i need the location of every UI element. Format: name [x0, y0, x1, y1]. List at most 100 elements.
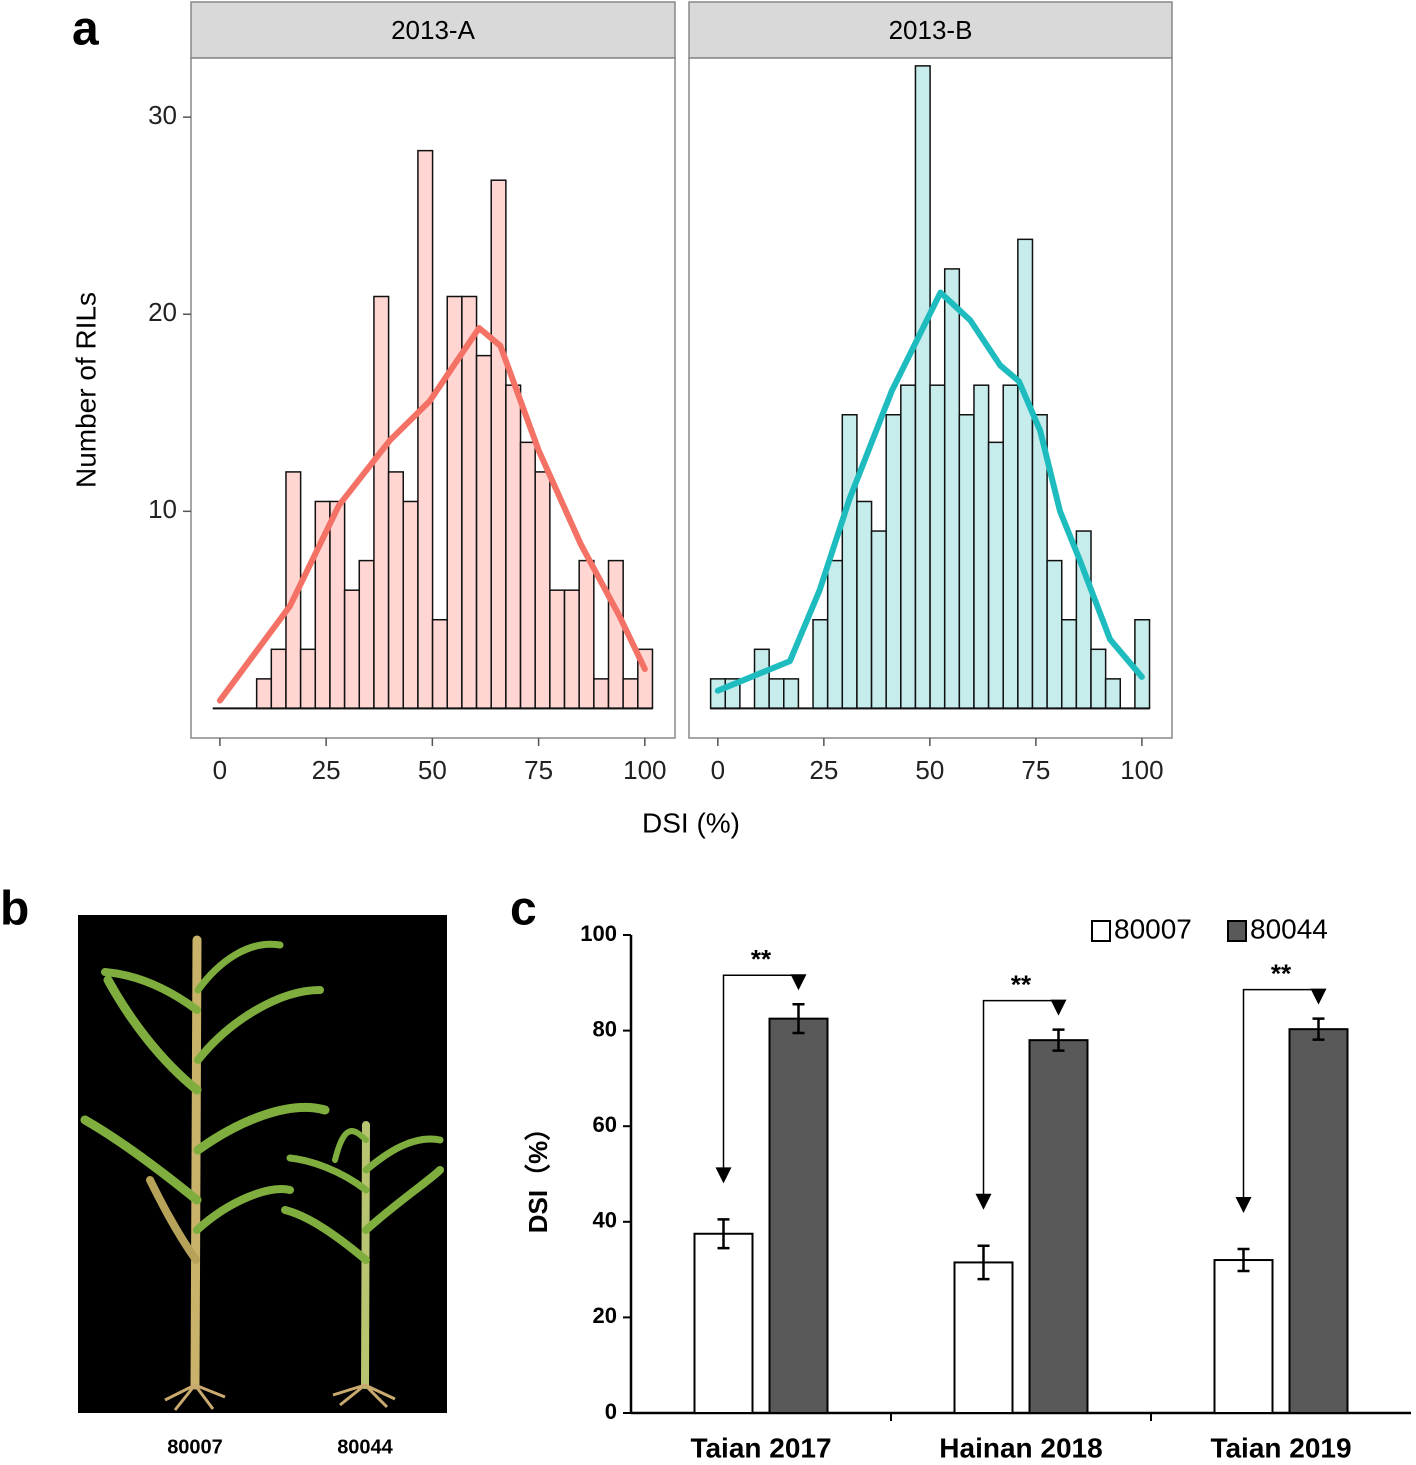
x-tick-label: 75	[524, 755, 553, 785]
x-tick-label: 25	[809, 755, 838, 785]
histogram-bar	[343, 589, 361, 710]
histogram-bar	[622, 678, 639, 710]
y-tick-label: 40	[593, 1208, 617, 1233]
histogram-bar	[914, 65, 931, 710]
histogram-bar	[987, 441, 1004, 710]
y-tick-label: 30	[148, 100, 177, 130]
bar	[1213, 1259, 1274, 1415]
bar	[953, 1261, 1014, 1415]
arrowhead	[1310, 988, 1327, 1005]
y-axis-label: Number of RILs	[70, 292, 101, 488]
histogram-bar	[534, 471, 551, 710]
y-axis-label: DSI（%）	[523, 1115, 553, 1233]
histogram-bar	[1090, 648, 1107, 710]
histogram-bar	[402, 500, 419, 710]
histogram-bar	[329, 500, 346, 710]
bar	[1028, 1039, 1089, 1415]
facet-strip	[190, 1, 676, 59]
histogram-bar	[841, 414, 858, 710]
panel-label: b	[0, 883, 29, 936]
x-tick-label: 75	[1021, 755, 1050, 785]
significance: **	[751, 944, 772, 974]
error-bar	[792, 1003, 805, 1035]
y-tick-label: 100	[580, 921, 617, 946]
bar	[693, 1232, 754, 1414]
x-tick-label: 100	[623, 755, 666, 785]
y-tick-label: 20	[593, 1303, 617, 1328]
histogram-bar	[387, 471, 405, 710]
density-curve	[714, 289, 1145, 694]
histogram-bar	[607, 559, 624, 710]
histogram-bar	[812, 618, 829, 710]
y-tick-label: 80	[593, 1016, 617, 1041]
photo	[78, 915, 447, 1413]
histogram-bar	[431, 618, 448, 710]
significance: **	[1271, 959, 1292, 989]
histogram-bar	[768, 678, 785, 710]
histogram-bar	[885, 414, 902, 710]
legend-swatch	[1227, 920, 1247, 942]
x-tick-label: 25	[312, 755, 341, 785]
histogram-bar	[929, 384, 946, 710]
histogram-bar	[826, 559, 844, 710]
histogram-bar	[461, 295, 478, 710]
x-tick-label: 50	[915, 755, 944, 785]
x-tick-label: Taian 2017	[690, 1432, 831, 1463]
x-tick-label: Hainan 2018	[939, 1432, 1102, 1463]
y-tick-label: 0	[605, 1399, 617, 1424]
facet-title: 2013-A	[391, 15, 475, 45]
arrowhead	[1050, 999, 1067, 1016]
error-bar	[1237, 1247, 1250, 1273]
histogram-bar	[1017, 238, 1034, 710]
histogram-bar	[1134, 618, 1151, 710]
histogram-bar	[943, 268, 961, 710]
error-bar	[1052, 1028, 1065, 1052]
panel-label: a	[72, 3, 99, 56]
histogram-bar	[490, 179, 507, 710]
photo-label: 80044	[337, 1436, 393, 1458]
photo-label: 80007	[167, 1436, 223, 1458]
histogram-bar	[1104, 678, 1122, 710]
y-tick-label: 20	[148, 297, 177, 327]
arrowhead	[790, 974, 807, 991]
histogram-bar	[299, 648, 317, 710]
legend-swatch	[1091, 920, 1111, 942]
arrowhead	[975, 1193, 992, 1210]
histogram-bar	[255, 678, 273, 710]
y-tick-label: 60	[593, 1112, 617, 1137]
histogram-bar	[958, 414, 975, 710]
bar	[1288, 1028, 1349, 1415]
bar	[768, 1017, 829, 1415]
legend-label: 80044	[1250, 913, 1328, 944]
facet-title: 2013-B	[889, 15, 973, 45]
panel-label: c	[510, 883, 537, 936]
x-tick-label: 50	[418, 755, 447, 785]
histogram-bar	[270, 648, 287, 710]
histogram-bar	[973, 384, 990, 710]
histogram-bar	[870, 530, 887, 710]
error-bar	[977, 1244, 990, 1281]
significance: **	[1011, 970, 1032, 1000]
histogram-bar	[578, 559, 595, 710]
histogram-bar	[563, 589, 580, 710]
error-bar	[1312, 1017, 1325, 1041]
histogram-bar	[475, 354, 492, 710]
x-tick-label: 100	[1120, 755, 1163, 785]
histogram-bar	[593, 678, 610, 710]
histogram-bar	[373, 295, 390, 710]
histogram-bar	[783, 678, 800, 710]
histogram-bar	[900, 384, 917, 710]
arrowhead	[1235, 1197, 1252, 1214]
y-tick-label: 10	[148, 494, 177, 524]
density-curve	[216, 325, 648, 704]
histogram-bar	[1046, 559, 1063, 710]
x-tick-label: Taian 2019	[1210, 1432, 1351, 1463]
x-axis-label: DSI (%)	[642, 807, 740, 838]
histogram-bar	[417, 149, 434, 710]
histogram-bar	[549, 589, 566, 710]
histogram-bar	[505, 384, 522, 710]
histogram-bar	[1060, 618, 1078, 710]
histogram-bar	[358, 559, 375, 710]
arrowhead	[715, 1167, 732, 1184]
